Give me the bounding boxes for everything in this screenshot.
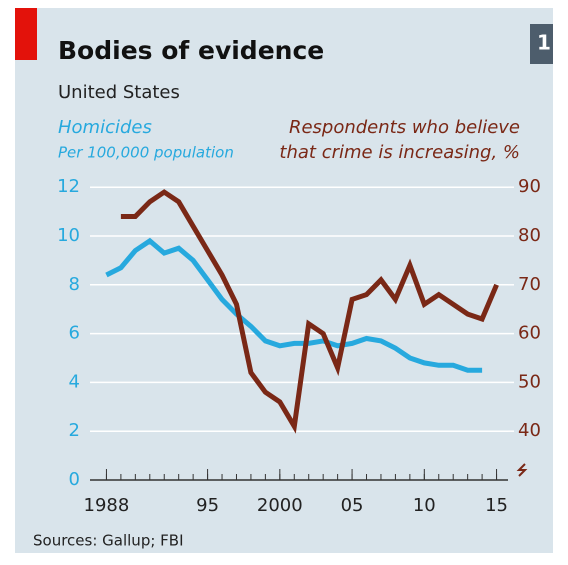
- y-tick-label: 0: [69, 469, 80, 490]
- chart-number: 1: [537, 31, 551, 55]
- y2-axis-label: Respondents who believe: [289, 117, 520, 138]
- source: Sources: Gallup; FBI: [33, 532, 184, 550]
- x-tick-label: 05: [341, 495, 364, 516]
- y2-tick-label: 80: [518, 225, 541, 246]
- y2-tick-label: 70: [518, 274, 541, 295]
- y2-axis-label: that crime is increasing, %: [279, 142, 520, 163]
- axis-break: [516, 463, 528, 477]
- chart-subtitle: United States: [58, 82, 180, 103]
- y-tick-label: 2: [69, 420, 80, 441]
- chart-background: [15, 8, 553, 553]
- data-line: [120, 189, 499, 434]
- x-tick-label: 15: [485, 495, 508, 516]
- data-line: [105, 237, 483, 373]
- x-tick-label: 95: [196, 495, 219, 516]
- y-tick-label: 4: [69, 371, 80, 392]
- y-tick-label: 6: [69, 323, 80, 344]
- y2-tick-label: 60: [518, 323, 541, 344]
- x-tick-label: 1988: [84, 495, 130, 516]
- y-tick-label: 8: [69, 274, 80, 295]
- y2-tick-label: 40: [518, 420, 541, 441]
- y2-tick-label: 90: [518, 176, 541, 197]
- chart-title: Bodies of evidence: [58, 36, 324, 65]
- chart-number-box: [530, 24, 553, 64]
- red-tab: [15, 8, 37, 60]
- y-axis-sublabel: Per 100,000 population: [58, 144, 234, 162]
- y-tick-label: 10: [57, 225, 80, 246]
- y-axis-label: Homicides: [58, 117, 152, 138]
- y-tick-label: 12: [57, 176, 80, 197]
- y2-tick-label: 50: [518, 371, 541, 392]
- x-tick-label: 10: [413, 495, 436, 516]
- x-tick-label: 2000: [257, 495, 303, 516]
